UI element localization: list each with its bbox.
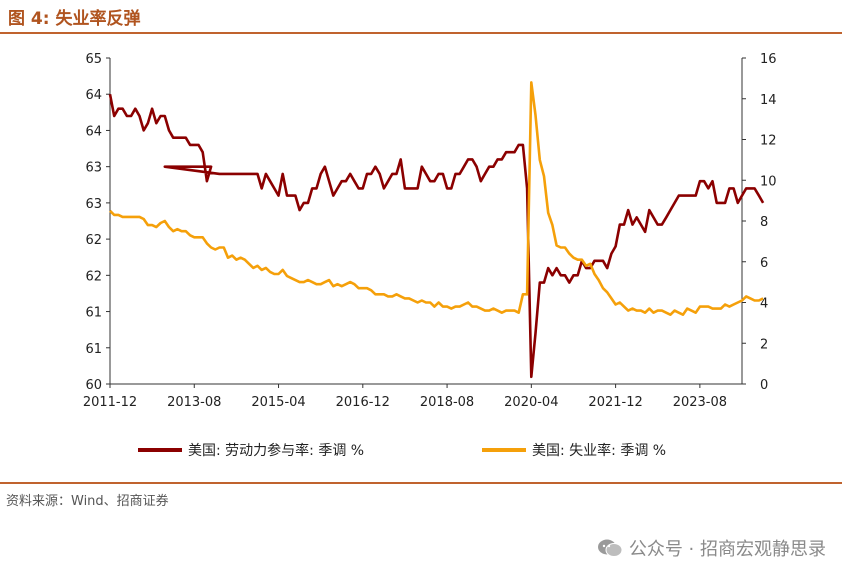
left-y-tick-label: 60 [85,378,102,393]
series-layer [108,81,765,379]
right-y-tick-label: 0 [760,378,768,393]
legend: 美国: 劳动力参与率: 季调 % 美国: 失业率: 季调 % [138,442,666,459]
right-y-tick-label: 14 [760,93,777,108]
left-y-ticks: 65 64 64 63 63 62 62 61 61 60 [85,52,110,393]
x-tick-label: 2011-12 [83,395,137,410]
right-y-tick-label: 8 [760,215,768,230]
wechat-icon [597,539,623,557]
right-y-tick-label: 6 [760,256,768,271]
right-y-tick-label: 10 [760,174,777,189]
series-line-unemployment-rate [109,81,764,317]
x-tick-label: 2015-04 [251,395,305,410]
left-y-tick-label: 64 [85,124,102,139]
legend-label-participation: 美国: 劳动力参与率: 季调 % [188,442,364,459]
source-note: 资料来源：Wind、招商证券 [6,494,169,509]
source-divider [0,482,842,484]
left-y-tick-label: 62 [85,269,102,284]
right-y-ticks: 16 14 12 10 8 6 4 2 0 [742,52,777,393]
legend-label-unemployment: 美国: 失业率: 季调 % [532,442,666,459]
right-y-tick-label: 12 [760,134,777,149]
left-y-tick-label: 61 [85,342,102,357]
x-tick-label: 2016-12 [336,395,390,410]
right-y-tick-label: 2 [760,337,768,352]
left-y-tick-label: 64 [85,88,102,103]
left-y-tick-label: 63 [85,161,102,176]
x-tick-label: 2021-12 [588,395,642,410]
x-tick-label: 2018-08 [420,395,474,410]
right-y-tick-label: 16 [760,52,777,67]
left-y-tick-label: 65 [85,52,102,67]
left-y-tick-label: 63 [85,197,102,212]
left-y-tick-label: 61 [85,306,102,321]
series-line-participation-rate [108,93,765,379]
x-tick-label: 2020-04 [504,395,558,410]
figure-title: 图 4: 失业率反弹 [8,9,141,29]
x-tick-label: 2023-08 [673,395,727,410]
x-ticks: 2011-12 2013-08 2015-04 2016-12 2018-08 2020-… [83,384,727,410]
watermark: 公众号 · 招商宏观静思录 [597,535,826,561]
title-divider [0,32,842,34]
x-tick-label: 2013-08 [167,395,221,410]
right-y-tick-label: 4 [760,297,768,312]
left-y-tick-label: 62 [85,233,102,248]
watermark-text: 公众号 · 招商宏观静思录 [628,539,826,560]
